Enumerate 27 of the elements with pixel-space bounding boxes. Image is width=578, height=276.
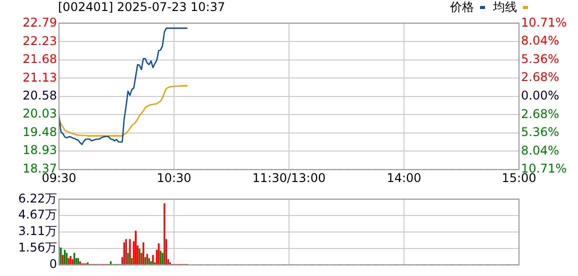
y-tick-label: 18.93 — [22, 143, 57, 158]
y-tick-label: 21.68 — [22, 52, 57, 66]
y-tick-label: 20.58 — [22, 88, 57, 103]
y-tick-label: 1.56万 — [18, 240, 57, 254]
y-tick-label: 22.79 — [22, 15, 57, 30]
y-tick-label: 3.11万 — [18, 224, 57, 238]
legend-label: 价格 — [450, 0, 474, 16]
chart-title: [002401] 2025-07-23 10:37 — [58, 0, 226, 14]
x-tick-label: 10:30 — [156, 170, 192, 185]
x-tick-label: 14:00 — [386, 170, 422, 185]
y2-tick-label: 5.36% — [521, 125, 560, 140]
y2-tick-label: 2.68% — [521, 106, 560, 121]
y-tick-label: 22.23 — [22, 34, 57, 48]
y2-tick-label: 0.00% — [521, 88, 560, 103]
y-tick-label: 0 — [49, 256, 57, 271]
y2-tick-label: 8.04% — [521, 34, 560, 48]
y2-tick-label: 5.36% — [521, 52, 560, 66]
y-tick-label: 21.13 — [22, 70, 57, 84]
y2-tick-label: 2.68% — [521, 70, 560, 84]
y-tick-label: 6.22万 — [18, 191, 57, 206]
y-tick-label: 19.48 — [22, 124, 57, 139]
y-tick-label: 20.03 — [22, 106, 57, 121]
x-tick-label: 11:30/13:00 — [252, 170, 326, 185]
y2-tick-label: 8.04% — [521, 143, 560, 158]
legend-label: 均线 — [493, 0, 517, 16]
y2-tick-label: 10.71% — [521, 15, 567, 30]
y-tick-label: 4.67万 — [18, 208, 57, 222]
